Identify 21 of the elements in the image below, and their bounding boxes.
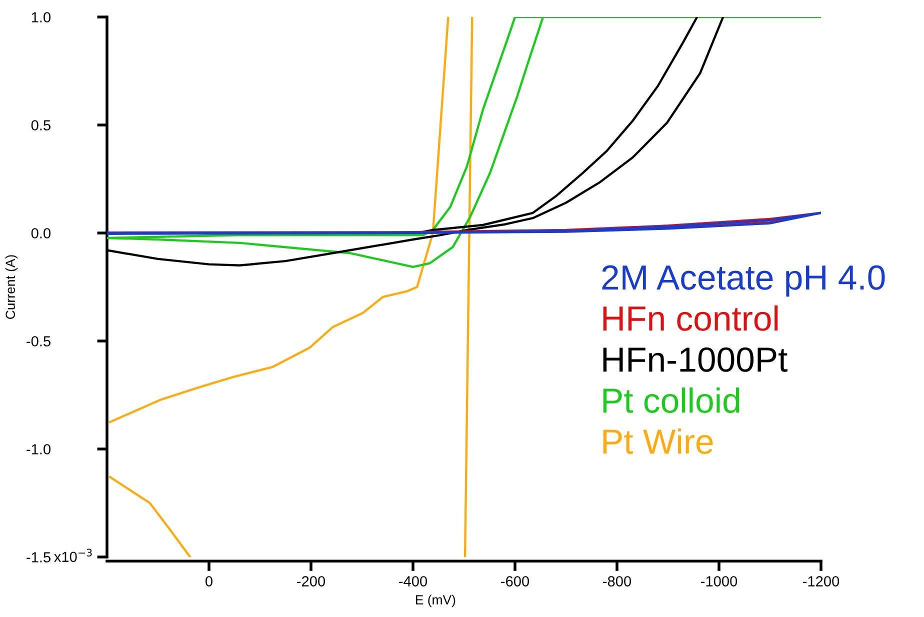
y-tick-label: 0.5	[31, 120, 50, 130]
y-tick-label: -0.5	[26, 336, 50, 346]
y-tick-label: 1.0	[32, 12, 51, 22]
text: x10$^{−3}$	[54, 548, 92, 562]
text: Pt colloid	[603, 387, 740, 413]
series-label: 2M Acetate pH 4.0	[602, 265, 885, 297]
x-tick-label: -600	[501, 576, 530, 586]
x-tick-label: -200	[297, 576, 326, 586]
x-tick-label: -800	[603, 576, 632, 586]
x-tick-label: 0	[206, 576, 212, 586]
x-tick-label: -400	[399, 576, 428, 586]
text: Pt Wire	[603, 428, 713, 454]
y-tick-label: -1.5	[26, 552, 50, 562]
text: HFn-1000Pt	[603, 347, 788, 372]
x-tick-label: -1200	[803, 576, 840, 586]
y-tick-label: 0.0	[31, 228, 51, 238]
x-axis-title: E (mV)	[416, 594, 456, 608]
y-axis-title: Current (A)	[5, 255, 18, 319]
y-tick-label: -1.0	[26, 444, 51, 454]
text: HFn control	[603, 305, 778, 331]
x-tick-label: -1000	[701, 576, 738, 586]
